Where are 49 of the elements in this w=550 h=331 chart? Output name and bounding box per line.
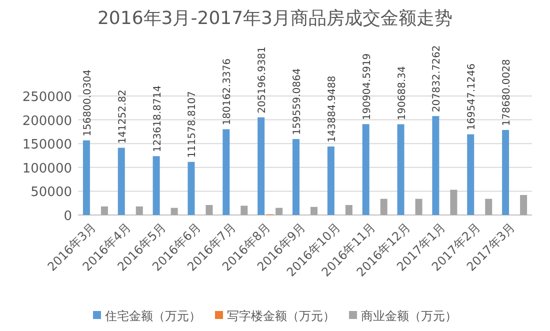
bar: [380, 198, 388, 215]
data-label: 123618.8714: [152, 85, 164, 152]
bar: [276, 208, 283, 215]
bar: [450, 190, 458, 215]
bar: [310, 206, 318, 215]
bar: [222, 129, 230, 215]
bar: [136, 206, 143, 215]
bar: [258, 117, 265, 215]
bar: [327, 146, 334, 215]
y-tick-label: 100000: [22, 161, 72, 176]
bar: [502, 130, 510, 215]
bar: [415, 198, 422, 215]
bar: [82, 140, 90, 215]
y-tick-label: 250000: [22, 90, 72, 105]
bar: [152, 156, 160, 215]
bar: [240, 206, 248, 215]
bar: [100, 206, 108, 215]
chart-title: 2016年3月-2017年3月商品房成交金额走势: [97, 8, 453, 29]
data-label: 190688.34: [396, 66, 408, 120]
bar: [485, 198, 492, 215]
bar: [292, 139, 300, 215]
bar: [397, 124, 404, 215]
data-label: 190904.5919: [362, 53, 373, 120]
bar: [362, 124, 370, 215]
data-label: 143884.9488: [326, 76, 338, 143]
bar: [118, 148, 125, 215]
legend-label: 住宅金额（万元）: [104, 309, 201, 323]
legend-label: 商业金额（万元）: [361, 309, 457, 323]
data-label: 159559.0864: [292, 68, 303, 136]
bar: [188, 162, 195, 215]
data-label: 111578.8107: [187, 91, 198, 158]
y-tick-label: 200000: [22, 114, 72, 129]
data-label: 156800.0304: [82, 70, 94, 136]
data-label: 180162.3376: [222, 58, 234, 126]
bar: [432, 116, 440, 215]
bar: [467, 134, 474, 215]
bar: [345, 205, 352, 215]
bar: [170, 208, 178, 215]
data-label: 178680.0028: [502, 59, 513, 126]
y-tick-label: 150000: [22, 138, 72, 153]
data-label: 141252.82: [117, 90, 128, 144]
bar: [520, 195, 528, 215]
y-tick-label: 50000: [30, 185, 72, 200]
bar: [206, 205, 213, 215]
data-label: 169547.1246: [466, 63, 478, 130]
legend-label: 写字楼金额（万元）: [227, 309, 335, 323]
data-label: 207832.7262: [432, 45, 443, 112]
y-tick-label: 0: [64, 209, 72, 224]
data-label: 205196.9381: [257, 46, 268, 114]
